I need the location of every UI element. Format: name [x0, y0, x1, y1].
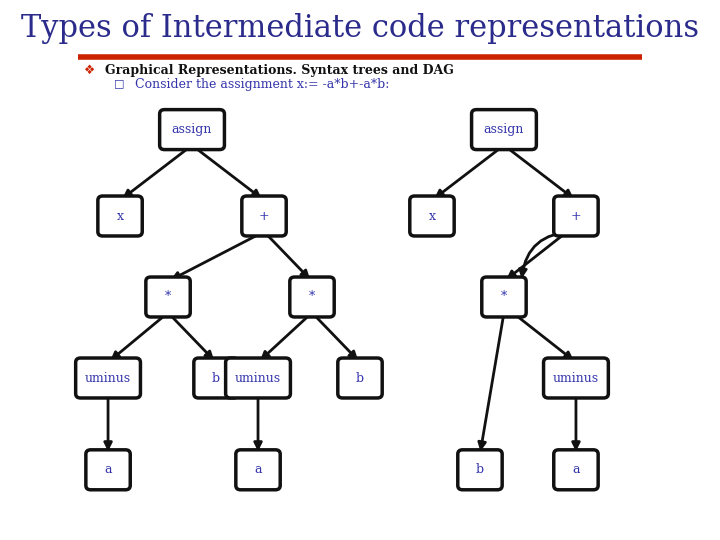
FancyBboxPatch shape	[338, 358, 382, 398]
FancyBboxPatch shape	[236, 450, 280, 490]
Text: a: a	[254, 463, 262, 476]
Text: uminus: uminus	[85, 372, 131, 384]
Text: Graphical Representations. Syntax trees and DAG: Graphical Representations. Syntax trees …	[105, 64, 454, 77]
FancyBboxPatch shape	[98, 196, 143, 236]
Text: x: x	[117, 210, 124, 222]
FancyBboxPatch shape	[194, 358, 238, 398]
Text: b: b	[476, 463, 484, 476]
Text: Consider the assignment x:= -a*b+-a*b:: Consider the assignment x:= -a*b+-a*b:	[135, 78, 390, 91]
Text: x: x	[428, 210, 436, 222]
FancyBboxPatch shape	[458, 450, 502, 490]
Text: +: +	[258, 210, 269, 222]
Text: □: □	[114, 78, 125, 89]
Text: *: *	[165, 291, 171, 303]
Text: Types of Intermediate code representations: Types of Intermediate code representatio…	[21, 14, 699, 44]
Text: assign: assign	[484, 123, 524, 136]
Text: ❖: ❖	[84, 64, 95, 77]
Text: uminus: uminus	[235, 372, 281, 384]
Text: *: *	[501, 291, 507, 303]
FancyBboxPatch shape	[146, 277, 190, 317]
FancyBboxPatch shape	[290, 277, 334, 317]
Text: assign: assign	[172, 123, 212, 136]
FancyBboxPatch shape	[86, 450, 130, 490]
FancyBboxPatch shape	[242, 196, 287, 236]
FancyBboxPatch shape	[554, 450, 598, 490]
FancyBboxPatch shape	[482, 277, 526, 317]
Text: a: a	[104, 463, 112, 476]
Text: +: +	[571, 210, 581, 222]
Text: b: b	[356, 372, 364, 384]
FancyBboxPatch shape	[544, 358, 608, 398]
FancyBboxPatch shape	[225, 358, 290, 398]
Text: uminus: uminus	[553, 372, 599, 384]
Text: a: a	[572, 463, 580, 476]
FancyBboxPatch shape	[160, 110, 225, 150]
FancyBboxPatch shape	[554, 196, 598, 236]
FancyBboxPatch shape	[472, 110, 536, 150]
FancyBboxPatch shape	[410, 196, 454, 236]
FancyBboxPatch shape	[76, 358, 140, 398]
Text: b: b	[212, 372, 220, 384]
Text: *: *	[309, 291, 315, 303]
